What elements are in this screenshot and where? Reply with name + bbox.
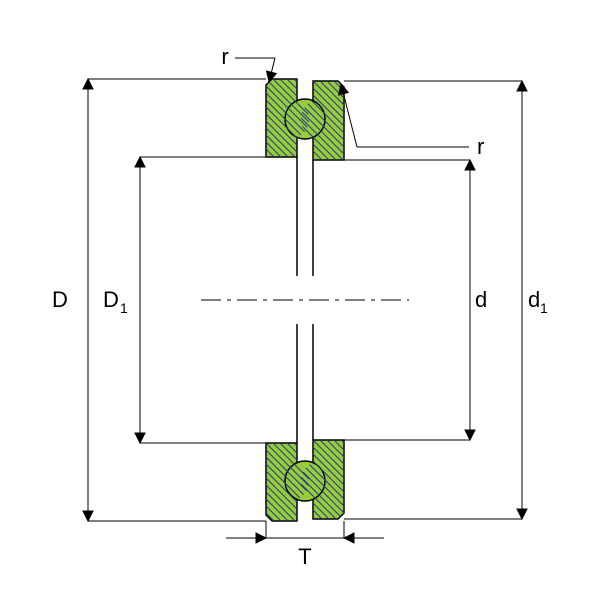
label-D1: D xyxy=(103,287,119,312)
label-r-right: r xyxy=(477,134,484,159)
thrust-bearing-diagram: DD1dd1Trr xyxy=(0,0,600,600)
label-r-top: r xyxy=(221,44,228,69)
label-D1-sub: 1 xyxy=(120,300,128,316)
ball xyxy=(285,99,325,139)
label-d: d xyxy=(475,287,487,312)
label-d1: d xyxy=(528,287,540,312)
label-T: T xyxy=(298,544,311,569)
label-D: D xyxy=(52,287,68,312)
label-d1-sub: 1 xyxy=(540,300,548,316)
